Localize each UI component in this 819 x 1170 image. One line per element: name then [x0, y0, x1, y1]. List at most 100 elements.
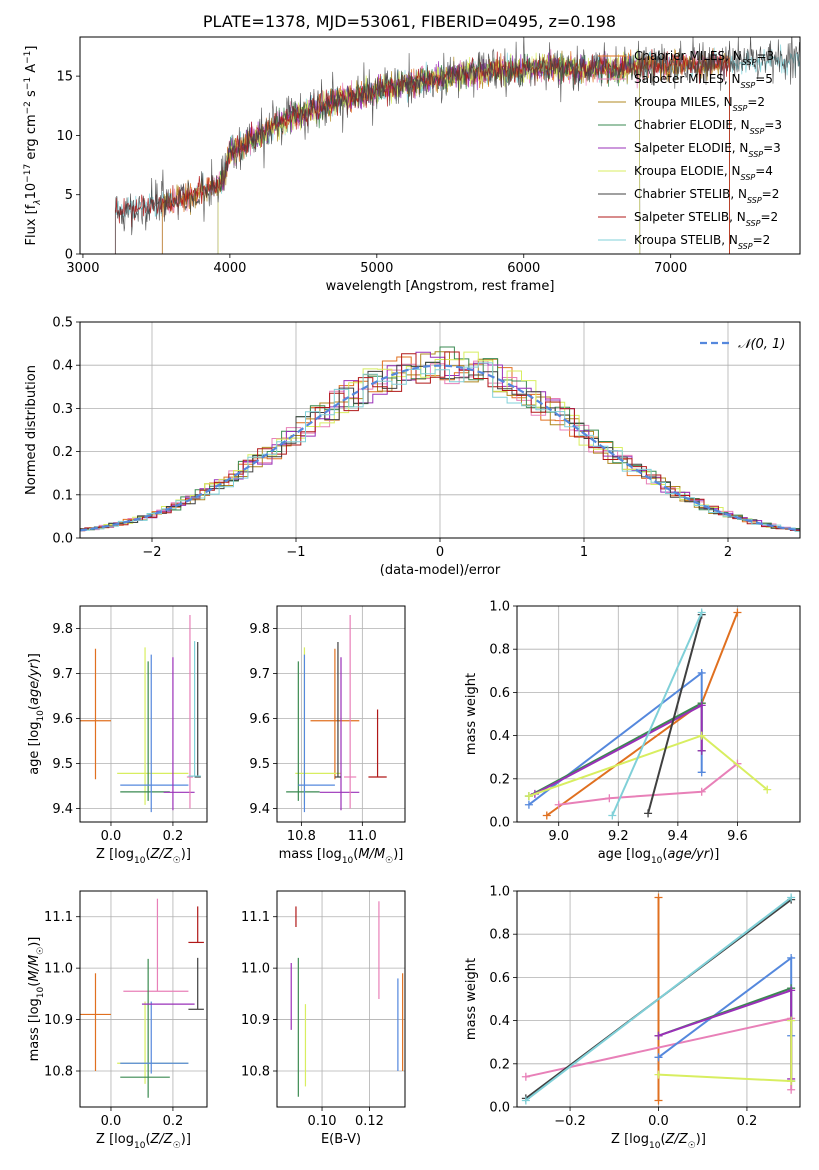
spectrum-series-chabrier_stelib	[115, 37, 800, 254]
y-tick-label: 11.0	[44, 962, 73, 977]
y-tick-label: 10.9	[241, 1013, 270, 1028]
x-tick-label: 0.12	[355, 1114, 384, 1129]
x-tick-label: 3000	[66, 261, 99, 276]
weight-marker	[644, 809, 653, 818]
weight-series-kroupa_stelib	[525, 896, 792, 1102]
x-tick-label: 9.2	[608, 829, 629, 844]
histogram-lines	[80, 346, 800, 532]
y-axis-label: Flux [fλ10−17 erg cm−2 s−1 A−1]	[23, 46, 43, 246]
weight-marker	[733, 608, 742, 617]
weight-series-salpeter_elodie	[658, 989, 793, 1079]
weight-vs-age-panel: 9.0 9.2 9.4 9.6 0.0 0.2 0.4 0.6 0.8 1.0 age [log10…	[464, 600, 801, 866]
x-tick-label: 5000	[360, 261, 393, 276]
spectrum-frame	[79, 36, 801, 255]
y-tick-label: 0.2	[489, 772, 510, 787]
x-tick-label: 0.0	[648, 1114, 669, 1129]
weight-marker	[521, 1096, 530, 1105]
panel-frame	[276, 890, 406, 1108]
y-tick-label: 11.0	[241, 962, 270, 977]
y-tick-label: 0.6	[489, 686, 510, 701]
weight-marker	[654, 1070, 663, 1079]
x-axis-label: age [log10(age/yr)]	[598, 847, 720, 866]
x-tick-label: 0.2	[163, 829, 184, 844]
x-tick-label: 0.0	[101, 1114, 122, 1129]
weight-marker	[787, 1016, 796, 1025]
x-axis-label: E(B-V)	[321, 1132, 361, 1147]
weight-marker	[542, 811, 551, 820]
legend-label: Kroupa STELIB, NSSP=2	[634, 233, 770, 251]
y-axis-label: mass weight	[464, 673, 479, 755]
residual-histogram-panel: −2 −1 0 1 2 0.0 0.1 0.2 0.3 0.4 0.5 𝒩(0, 1) (data-mo…	[24, 316, 801, 578]
x-axis-label: mass [log10(M/M☉)]	[279, 847, 404, 866]
weight-marker	[697, 701, 706, 710]
weight-series-normal	[657, 956, 793, 1059]
weight-marker	[554, 800, 563, 809]
y-tick-label: 9.6	[249, 712, 270, 727]
legend-label: Salpeter ELODIE, NSSP=3	[634, 141, 781, 159]
y-axis-label: mass [log10(M/M☉)]	[27, 937, 46, 1062]
weight-series-chabrier_elodie	[658, 986, 793, 1082]
legend-label: Salpeter MILES, NSSP=5	[634, 72, 773, 90]
weight-marker	[654, 1053, 663, 1062]
weight-series-kroupa_stelib	[611, 612, 703, 816]
x-tick-label: 9.4	[668, 829, 689, 844]
x-axis-label: (data-model)/error	[380, 563, 501, 578]
y-tick-label: 0.5	[52, 316, 73, 331]
y-tick-label: 1.0	[489, 600, 510, 615]
y-axis-label: age [log10(age/yr)]	[27, 653, 46, 775]
panel-frame	[516, 605, 801, 823]
x-tick-label: 10.8	[287, 829, 316, 844]
x-tick-label: 0	[436, 545, 444, 560]
weight-marker	[524, 800, 533, 809]
weight-series-kroupa_elodie	[528, 734, 768, 798]
x-tick-label: 0.0	[101, 829, 122, 844]
y-tick-label: 10.8	[241, 1065, 270, 1080]
y-tick-label: 5	[65, 188, 73, 203]
y-tick-label: 11.1	[44, 910, 73, 925]
y-tick-label: 10	[56, 129, 73, 144]
weight-series-chabrier_stelib	[647, 614, 703, 814]
x-tick-label: 9.6	[727, 829, 748, 844]
x-tick-label: 6000	[507, 261, 540, 276]
spectrum-series-kroupa_elodie	[217, 49, 641, 254]
panel-frame	[276, 605, 406, 823]
legend-label: Chabrier MILES, NSSP=3	[634, 49, 774, 67]
y-tick-label: 0.0	[489, 816, 510, 831]
weight-marker	[524, 792, 533, 801]
y-tick-label: 9.4	[249, 802, 270, 817]
legend-label: Kroupa ELODIE, NSSP=4	[634, 164, 773, 182]
weight-marker	[697, 746, 706, 755]
histogram-series-kroupa_stelib	[80, 362, 800, 532]
x-axis-label: Z [log10(Z/Z☉)]	[611, 1132, 706, 1151]
age-vs-mass-panel: 10.8 11.0 9.4 9.5 9.6 9.7 9.8 mass [log10(M/M☉)…	[249, 605, 406, 866]
y-tick-label: 1.0	[489, 885, 510, 900]
y-tick-label: 0.1	[52, 488, 73, 503]
weight-marker	[697, 768, 706, 777]
panel-frame	[79, 890, 208, 1108]
weight-marker	[787, 953, 796, 962]
y-tick-label: 9.8	[52, 622, 73, 637]
age-vs-metallicity-panel: 0.0 0.2 9.4 9.5 9.6 9.7 9.8 Z [log10(Z/Z☉)] age …	[27, 605, 208, 866]
x-tick-label: 1	[580, 545, 588, 560]
weight-marker	[787, 893, 796, 902]
x-tick-label: 0.2	[737, 1114, 758, 1129]
figure-title: PLATE=1378, MJD=53061, FIBERID=0495, z=0…	[202, 12, 617, 31]
legend-label: Salpeter STELIB, NSSP=2	[634, 210, 778, 228]
y-axis-label: Normed distribution	[24, 365, 39, 495]
y-tick-label: 9.7	[249, 667, 270, 682]
y-tick-label: 0.2	[489, 1057, 510, 1072]
y-axis-label: mass weight	[464, 958, 479, 1040]
mass-vs-ebv-panel: 0.10 0.12 10.8 10.9 11.0 11.1 E(B-V)	[241, 890, 406, 1147]
x-tick-label: 11.0	[348, 829, 377, 844]
weight-marker	[697, 608, 706, 617]
y-tick-label: 0.8	[489, 643, 510, 658]
panel-frame	[516, 890, 801, 1108]
y-tick-label: 0	[65, 248, 73, 263]
y-tick-label: 9.5	[52, 757, 73, 772]
weight-marker	[697, 668, 706, 677]
y-tick-label: 10.8	[44, 1065, 73, 1080]
x-tick-label: 0.10	[308, 1114, 337, 1129]
x-tick-label: −1	[286, 545, 305, 560]
y-tick-label: 10.9	[44, 1013, 73, 1028]
legend-label: Kroupa MILES, NSSP=2	[634, 95, 765, 113]
